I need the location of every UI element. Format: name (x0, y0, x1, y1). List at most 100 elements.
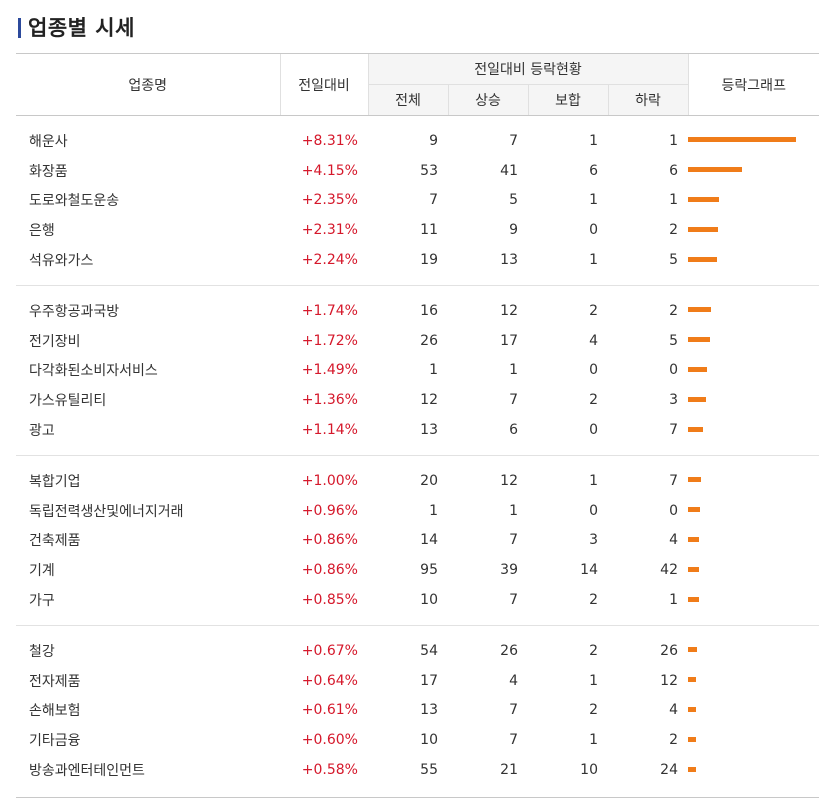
total-count: 16 (420, 302, 438, 319)
total-count: 11 (420, 222, 438, 239)
industry-name-link[interactable]: 건축제품 (29, 533, 81, 550)
total-count: 14 (420, 532, 438, 549)
change-bar (688, 477, 701, 483)
industry-name-link[interactable]: 광고 (29, 423, 55, 440)
down-count: 0 (669, 362, 678, 379)
group-spacer (16, 455, 819, 466)
table-row: 건축제품 +0.86% 14 7 3 4 (16, 526, 819, 556)
change-bar (688, 167, 742, 173)
group-spacer (16, 285, 819, 296)
table-row: 전자제품 +0.64% 17 4 1 12 (16, 666, 819, 696)
flat-count: 14 (580, 562, 598, 579)
industry-name-link[interactable]: 석유와가스 (29, 253, 94, 270)
industry-name-link[interactable]: 방송과엔터테인먼트 (29, 763, 145, 780)
down-count: 0 (669, 502, 678, 519)
up-count: 1 (509, 362, 518, 379)
table-row: 도로와철도운송 +2.35% 7 5 1 1 (16, 186, 819, 216)
table-row: 가스유틸리티 +1.36% 12 7 2 3 (16, 385, 819, 415)
flat-count: 0 (589, 362, 598, 379)
table-row: 가구 +0.85% 10 7 2 1 (16, 585, 819, 615)
change-bar (688, 736, 696, 742)
down-count: 3 (669, 392, 678, 409)
col-header-graph: 등락그래프 (687, 53, 819, 116)
change-graph (688, 725, 819, 755)
change-bar (688, 536, 699, 542)
down-count: 5 (669, 252, 678, 269)
table-row: 해운사 +8.31% 9 7 1 1 (16, 126, 819, 156)
change-graph (688, 755, 819, 785)
change-rate: +2.35% (301, 192, 358, 209)
industry-name-link[interactable]: 복합기업 (29, 473, 81, 490)
industry-name-link[interactable]: 우주항공과국방 (29, 303, 120, 320)
total-count: 95 (420, 562, 438, 579)
flat-count: 2 (589, 392, 598, 409)
flat-count: 1 (589, 192, 598, 209)
industry-name-link[interactable]: 기타금융 (29, 733, 81, 750)
total-count: 10 (420, 732, 438, 749)
change-rate: +4.15% (301, 162, 358, 179)
change-bar (688, 766, 696, 772)
industry-name-link[interactable]: 은행 (29, 223, 55, 240)
flat-count: 4 (589, 332, 598, 349)
down-count: 7 (669, 472, 678, 489)
down-count: 42 (660, 562, 678, 579)
table-body: 해운사 +8.31% 9 7 1 1 화장품 +4.15% 53 41 6 6 도로와철도운송 +2.35… (16, 116, 819, 798)
change-bar (688, 426, 703, 432)
table-row: 기타금융 +0.60% 10 7 1 2 (16, 725, 819, 755)
change-rate: +1.72% (301, 332, 358, 349)
industry-name-link[interactable]: 전기장비 (29, 333, 81, 350)
change-graph (688, 466, 819, 496)
change-bar (688, 226, 718, 232)
industry-name-link[interactable]: 기계 (29, 563, 55, 580)
change-rate: +1.00% (301, 472, 358, 489)
down-count: 2 (669, 222, 678, 239)
down-count: 1 (669, 592, 678, 609)
industry-name-link[interactable]: 손해보험 (29, 703, 81, 720)
industry-name-link[interactable]: 가구 (29, 593, 55, 610)
down-count: 4 (669, 702, 678, 719)
industry-name-link[interactable]: 화장품 (29, 163, 68, 180)
change-rate: +0.58% (301, 762, 358, 779)
industry-name-link[interactable]: 철강 (29, 643, 55, 660)
up-count: 12 (500, 302, 518, 319)
down-count: 26 (660, 642, 678, 659)
total-count: 55 (420, 762, 438, 779)
change-graph (688, 186, 819, 216)
industry-name-link[interactable]: 도로와철도운송 (29, 193, 120, 210)
industry-name-link[interactable]: 가스유틸리티 (29, 393, 107, 410)
col-header-group: 전일대비 등락현황 (367, 53, 688, 85)
change-rate: +2.31% (301, 222, 358, 239)
change-rate: +1.36% (301, 392, 358, 409)
up-count: 7 (509, 702, 518, 719)
table-row: 우주항공과국방 +1.74% 16 12 2 2 (16, 296, 819, 326)
total-count: 9 (429, 132, 438, 149)
down-count: 24 (660, 762, 678, 779)
group-spacer (16, 116, 819, 127)
up-count: 13 (500, 252, 518, 269)
table-row: 방송과엔터테인먼트 +0.58% 55 21 10 24 (16, 755, 819, 785)
table-row: 전기장비 +1.72% 26 17 4 5 (16, 326, 819, 356)
change-graph (688, 385, 819, 415)
total-count: 17 (420, 672, 438, 689)
change-bar (688, 647, 697, 653)
total-count: 53 (420, 162, 438, 179)
change-graph (688, 245, 819, 275)
industry-name-link[interactable]: 독립전력생산및에너지거래 (29, 503, 184, 520)
down-count: 1 (669, 132, 678, 149)
industry-name-link[interactable]: 해운사 (29, 133, 68, 150)
industry-name-link[interactable]: 전자제품 (29, 673, 81, 690)
industry-name-link[interactable]: 다각화된소비자서비스 (29, 363, 158, 380)
total-count: 7 (429, 192, 438, 209)
change-graph (688, 496, 819, 526)
page-title: 업종별 시세 (28, 16, 135, 40)
table-row: 철강 +0.67% 54 26 2 26 (16, 636, 819, 666)
table-row: 복합기업 +1.00% 20 12 1 7 (16, 466, 819, 496)
change-rate: +0.86% (301, 562, 358, 579)
total-count: 13 (420, 422, 438, 439)
down-count: 12 (660, 672, 678, 689)
flat-count: 0 (589, 222, 598, 239)
col-header-change: 전일대비 (279, 53, 368, 116)
change-rate: +1.74% (301, 302, 358, 319)
change-rate: +2.24% (301, 252, 358, 269)
industry-table: 업종명 전일대비 전일대비 등락현황 등락그래프 전체 상승 보합 하락 해운사… (16, 53, 819, 798)
